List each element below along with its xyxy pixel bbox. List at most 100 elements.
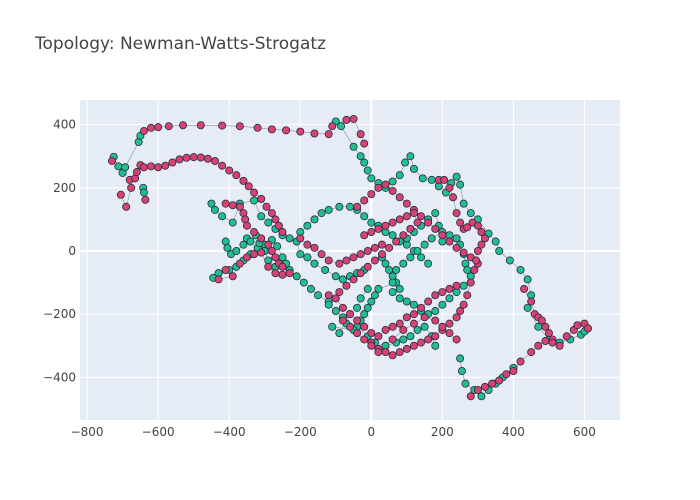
data-point — [273, 242, 282, 251]
data-point — [239, 176, 248, 185]
data-point — [431, 316, 440, 325]
data-point — [114, 162, 123, 171]
data-point — [324, 300, 333, 309]
data-point — [349, 253, 358, 262]
data-point — [395, 294, 404, 303]
data-point — [445, 329, 454, 338]
data-point — [367, 218, 376, 227]
x-tick-label: −400 — [213, 425, 246, 439]
data-point — [445, 294, 454, 303]
data-point — [285, 269, 294, 278]
data-point — [310, 215, 319, 224]
data-point — [324, 256, 333, 265]
data-point — [477, 228, 486, 237]
data-point — [363, 303, 372, 312]
data-point — [164, 122, 173, 131]
data-point — [527, 297, 536, 306]
data-point — [395, 348, 404, 357]
data-point — [388, 335, 397, 344]
data-point — [431, 291, 440, 300]
data-point — [306, 284, 315, 293]
data-point — [324, 291, 333, 300]
data-point — [363, 284, 372, 293]
data-point — [342, 281, 351, 290]
data-point — [431, 209, 440, 218]
data-point — [452, 234, 461, 243]
x-tick-label: 600 — [573, 425, 596, 439]
data-point — [438, 300, 447, 309]
data-point — [141, 195, 150, 204]
data-point — [466, 209, 475, 218]
data-point — [388, 231, 397, 240]
data-point — [420, 322, 429, 331]
data-point — [338, 275, 347, 284]
data-point — [147, 162, 156, 171]
data-point — [317, 209, 326, 218]
data-point — [107, 156, 116, 165]
data-point — [278, 270, 287, 279]
data-point — [413, 218, 422, 227]
data-point — [314, 291, 323, 300]
data-point — [456, 307, 465, 316]
data-point — [445, 319, 454, 328]
data-point — [463, 223, 472, 232]
data-point — [491, 237, 500, 246]
data-point — [363, 166, 372, 175]
data-point — [274, 221, 283, 230]
data-point — [452, 172, 461, 181]
data-point — [296, 250, 305, 259]
data-point — [420, 313, 429, 322]
data-point — [246, 237, 255, 246]
data-point — [360, 310, 369, 319]
x-tick-label: −600 — [142, 425, 175, 439]
data-point — [271, 215, 280, 224]
data-point — [374, 332, 383, 341]
data-point — [452, 209, 461, 218]
data-point — [331, 272, 340, 281]
data-point — [253, 123, 262, 132]
data-point — [218, 212, 227, 221]
x-tick-label: 0 — [367, 425, 375, 439]
data-point — [377, 240, 386, 249]
data-point — [331, 307, 340, 316]
y-tick-label: 200 — [53, 181, 76, 195]
data-point — [473, 246, 482, 255]
data-point — [310, 129, 319, 138]
data-point — [342, 256, 351, 265]
data-point — [328, 322, 337, 331]
data-point — [282, 126, 291, 135]
data-point — [139, 188, 148, 197]
data-point — [381, 325, 390, 334]
data-point — [409, 341, 418, 350]
data-point — [356, 250, 365, 259]
data-point — [296, 234, 305, 243]
data-point — [175, 155, 184, 164]
data-point — [244, 182, 253, 191]
data-point — [406, 332, 415, 341]
data-point — [505, 256, 514, 265]
data-point — [228, 201, 237, 210]
data-point — [225, 166, 234, 175]
data-point — [370, 243, 379, 252]
data-point — [360, 212, 369, 221]
data-point — [324, 205, 333, 214]
data-point — [360, 335, 369, 344]
data-point — [179, 121, 188, 130]
data-point — [356, 130, 365, 139]
data-point — [242, 253, 251, 262]
data-point — [377, 250, 386, 259]
data-point — [132, 168, 141, 177]
data-point — [401, 158, 410, 167]
x-tick-label: −800 — [71, 425, 104, 439]
data-point — [388, 351, 397, 360]
data-point — [374, 183, 383, 192]
x-tick-label: 400 — [502, 425, 525, 439]
data-points — [107, 114, 593, 401]
data-point — [495, 246, 504, 255]
data-point — [417, 212, 426, 221]
data-point — [520, 284, 529, 293]
data-point — [147, 123, 156, 132]
y-tick-label: 400 — [53, 118, 76, 132]
data-point — [424, 297, 433, 306]
